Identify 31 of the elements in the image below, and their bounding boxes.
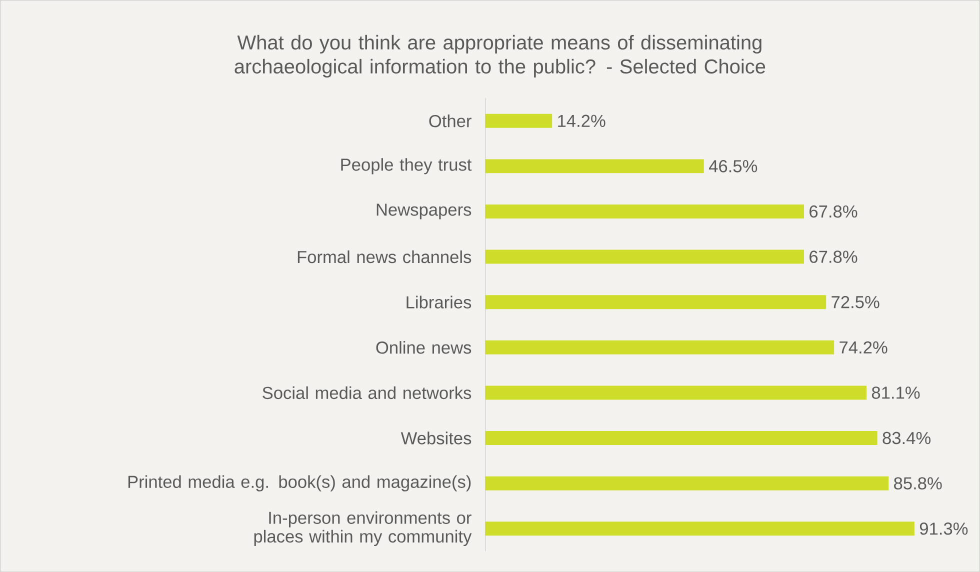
bar <box>485 386 866 400</box>
y-tick-label: Social media and networks <box>262 386 472 399</box>
data-label: 46.5% <box>708 160 758 172</box>
y-tick-label: Websites <box>400 432 472 444</box>
chart-title: What do you think are appropriate means of disseminating archaeological information to the public? - Selected Choice <box>234 34 766 78</box>
bar <box>485 430 878 445</box>
data-label: 81.1% <box>872 386 920 399</box>
bar <box>485 295 826 309</box>
data-label: 85.8% <box>894 477 942 490</box>
bar <box>485 476 889 490</box>
data-label: 83.4% <box>882 432 931 444</box>
data-label: 91.3% <box>920 522 968 535</box>
y-tick-label: Formal news channels <box>298 250 472 264</box>
data-label: 72.5% <box>832 296 880 308</box>
data-label: 74.2% <box>840 341 888 354</box>
bar <box>485 114 552 128</box>
data-label: 67.8% <box>810 205 858 218</box>
bar <box>485 159 704 174</box>
y-tick-label: Libraries <box>406 296 472 308</box>
bar <box>485 204 804 218</box>
y-tick-label: Newspapers <box>376 204 472 220</box>
y-tick-label: People they trust <box>341 158 472 174</box>
bar <box>485 522 914 536</box>
bar <box>485 340 834 354</box>
y-tick-label: Printed media e.g. book(s) and magazine(s) <box>128 475 471 492</box>
data-label: 67.8% <box>810 250 858 263</box>
bar <box>485 250 804 264</box>
y-tick-label: In-person environments or places within my community <box>254 511 472 546</box>
y-tick-label: Other <box>429 114 472 128</box>
y-tick-label: Online news <box>376 340 472 354</box>
data-label: 14.2% <box>558 114 606 127</box>
